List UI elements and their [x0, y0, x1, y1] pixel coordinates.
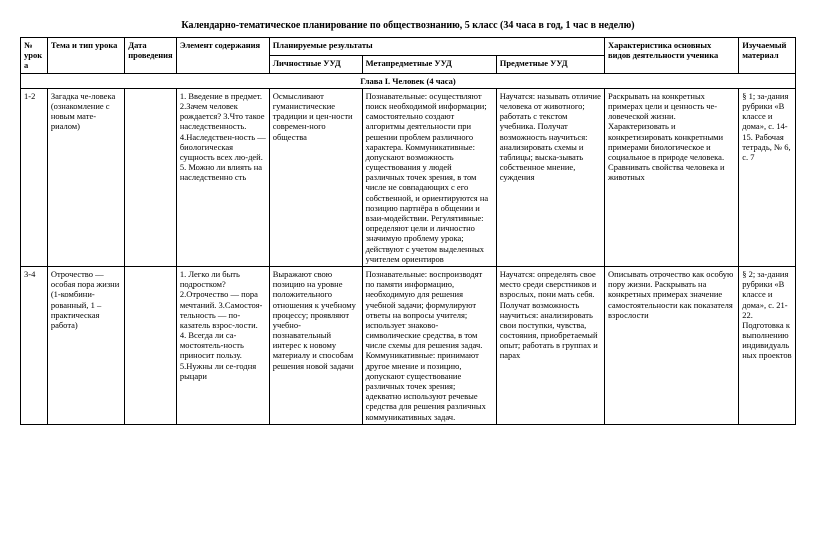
cell-activity: Раскрывать на конкретных примерах цели и… — [605, 88, 739, 266]
col-meta: Метапредметные УУД — [362, 55, 496, 73]
planning-table: № урока Тема и тип урока Дата проведения… — [20, 37, 796, 425]
chapter-title: Глава I. Человек (4 часа) — [21, 73, 796, 88]
col-personal: Личностные УУД — [269, 55, 362, 73]
col-subject: Предметные УУД — [496, 55, 604, 73]
col-element: Элемент содержания — [176, 38, 269, 74]
cell-num: 3-4 — [21, 266, 48, 424]
cell-subject: Научатся: определять свое место среди св… — [496, 266, 604, 424]
col-activity: Характеристика основных видов деятельнос… — [605, 38, 739, 74]
cell-personal: Осмысливают гуманистические традиции и ц… — [269, 88, 362, 266]
cell-personal: Выражают свою позицию на уровне положите… — [269, 266, 362, 424]
col-topic: Тема и тип урока — [47, 38, 124, 74]
cell-element: 1. Введение в предмет. 2.Зачем человек р… — [176, 88, 269, 266]
cell-activity: Описывать отрочество как особую пору жиз… — [605, 266, 739, 424]
cell-meta: Познавательные: осуществляют поиск необх… — [362, 88, 496, 266]
col-planned: Планируемые результаты — [269, 38, 604, 56]
chapter-row: Глава I. Человек (4 часа) — [21, 73, 796, 88]
cell-material: § 2; за-дания рубрики «В классе и дома»,… — [739, 266, 796, 424]
page-title: Календарно-тематическое планирование по … — [20, 20, 796, 31]
cell-date — [125, 266, 177, 424]
cell-material: § 1; за-дания рубрики «В классе и дома»,… — [739, 88, 796, 266]
cell-element: 1. Легко ли быть подростком? 2.Отрочеств… — [176, 266, 269, 424]
col-material: Изучаемый материал — [739, 38, 796, 74]
cell-date — [125, 88, 177, 266]
cell-topic: Отрочество — особая пора жизни (1-комбин… — [47, 266, 124, 424]
col-num: № урока — [21, 38, 48, 74]
cell-meta: Познавательные: воспроизводят по памяти … — [362, 266, 496, 424]
col-date: Дата проведения — [125, 38, 177, 74]
cell-num: 1-2 — [21, 88, 48, 266]
table-row: 3-4 Отрочество — особая пора жизни (1-ко… — [21, 266, 796, 424]
table-row: 1-2 Загадка че-ловека (ознакомление с но… — [21, 88, 796, 266]
header-row-1: № урока Тема и тип урока Дата проведения… — [21, 38, 796, 56]
cell-topic: Загадка че-ловека (ознакомление с новым … — [47, 88, 124, 266]
cell-subject: Научатся: называть отличие человека от ж… — [496, 88, 604, 266]
